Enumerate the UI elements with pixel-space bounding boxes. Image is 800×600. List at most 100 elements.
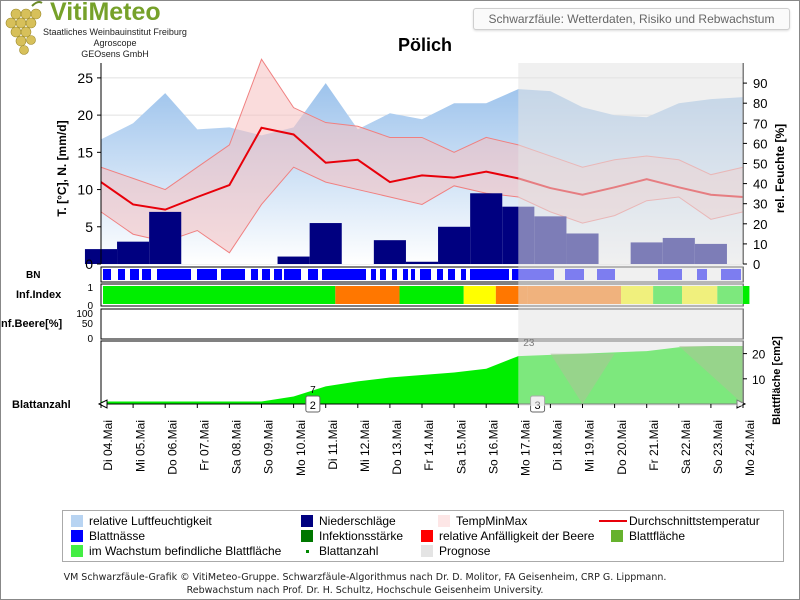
brand-line-institute: Staatliches Weinbauinstitut Freiburg [43,27,187,37]
left-tick-label: 5 [85,219,93,235]
date-label: Di 04.Mai [101,420,115,471]
inf-berry-tick-label: 50 [82,319,94,330]
date-label: Fr 21.Mai [647,420,661,471]
leaf-wetness-segment [411,269,415,280]
right-tick-label: 60 [753,136,767,151]
chart-title: Pölich [397,35,452,55]
precip-bar [470,193,503,264]
leaf-wetness-segment [308,269,318,280]
precip-bar [438,226,471,264]
date-label: Sa 15.Mai [454,420,468,474]
left-tick-label: 20 [77,107,93,123]
right-tick-label: 20 [753,217,767,232]
grape-logo-icon [5,1,43,55]
precip-bar [309,223,342,264]
right-tick-label: 50 [753,157,767,172]
inf-index-segment [103,286,336,304]
leaf-wetness-segment [118,269,125,280]
legend-label: Blattnässe [89,529,146,543]
leaf-right-tick-label: 20 [752,348,766,362]
brand-name: VitiMeteo [50,0,161,26]
forecast-overlay [518,63,743,406]
inf-berry-tick-label: 100 [76,309,93,320]
inf-berry-label: Inf.Beere[%] [0,318,63,330]
legend-swatch-icon [421,530,433,542]
inf-index-segment [463,286,496,304]
legend-swatch-icon [301,530,313,542]
date-label: Do 20.Mai [615,420,629,475]
legend-swatch-icon [306,550,309,553]
axis-arrow-left-icon [97,399,108,409]
leaf-wetness-segment [392,269,397,280]
date-label: So 09.Mai [262,420,276,474]
leaf-count-label: Blattanzahl [12,399,71,411]
date-label: Do 06.Mai [165,420,179,475]
date-label: Mo 24.Mai [743,420,757,476]
leaf-wetness-segment [251,269,258,280]
date-label: So 23.Mai [711,420,725,474]
date-label: Mi 19.Mai [583,420,597,472]
legend-swatch-icon [438,515,450,527]
legend: relative Luftfeuchtigkeit Niederschläge Te… [62,510,784,562]
leaf-wetness-segment [197,269,217,280]
legend-label: Infektionsstärke [319,529,404,543]
legend-swatch-icon [611,530,623,542]
legend-swatch-icon [71,545,83,557]
brand-line-agroscope: Agroscope [93,38,137,48]
left-tick-label: 0 [85,256,93,272]
right-tick-label: 80 [753,96,767,111]
legend-label: im Wachstum befindliche Blattfläche [89,544,282,558]
leaf-right-tick-label: 10 [752,373,766,387]
leaf-wetness-segment [274,269,282,280]
leaf-wetness-segment [221,269,245,280]
right-tick-label: 90 [753,76,767,91]
left-tick-label: 25 [77,70,93,86]
right-tick-label: 0 [753,257,760,272]
brand-line-geosens: GEOsens GmbH [81,49,149,59]
precip-bar [277,256,310,264]
legend-swatch-icon [421,545,433,557]
inf-index-segment [399,286,464,304]
leaf-wetness-segment [371,269,376,280]
leaf-count-box [305,395,321,413]
footer-credit-2: Rebwachstum nach Prof. Dr. H. Schultz, H… [186,585,544,596]
leaf-wetness-segment [448,269,455,280]
right-tick-label: 70 [753,116,767,131]
legend-label: Niederschläge [319,514,396,528]
date-label: Sa 08.Mai [230,420,244,474]
legend-label: Prognose [439,544,491,558]
footer-credit-1: VM Schwarzfäule-Grafik © VitiMeteo-Grupp… [63,572,667,583]
date-label: So 16.Mai [486,420,500,474]
leaf-count-above-value: 7 [310,385,316,396]
left-tick-label: 10 [77,182,93,198]
legend-swatch-icon [599,520,627,522]
date-label: Fr 14.Mai [422,420,436,471]
left-tick-label: 15 [77,144,93,160]
leaf-wetness-segment [437,269,443,280]
date-label: Mi 12.Mai [358,420,372,472]
date-label: Mo 17.Mai [519,420,533,476]
leaf-wetness-segment [284,269,301,280]
legend-label: relative Luftfeuchtigkeit [89,514,212,528]
left-axis-label: T. [°C], N. [mm/d] [55,120,69,216]
inf-index-tick-label: 1 [87,283,93,294]
legend-label: Blattfläche [629,529,686,543]
inf-index-label: Inf.Index [16,289,62,301]
legend-swatch-icon [71,530,83,542]
leaf-wetness-segment [420,269,431,280]
date-label: Di 11.Mai [326,420,340,470]
right-tick-label: 30 [753,197,767,212]
leaf-wetness-segment [142,269,151,280]
legend-label: Blattanzahl [319,544,379,558]
date-label: Di 18.Mai [551,420,565,471]
precip-bar [373,240,406,264]
precip-bar [405,261,439,264]
right-tick-label: 10 [753,237,767,252]
leaf-wetness-segment [262,269,270,280]
bn-label: BN [26,270,40,281]
legend-swatch-icon [301,515,313,527]
leaf-wetness-segment [157,269,191,280]
legend-swatch-icon [71,515,83,527]
leaf-area-axis-label: Blattfläche [cm2] [771,336,783,425]
